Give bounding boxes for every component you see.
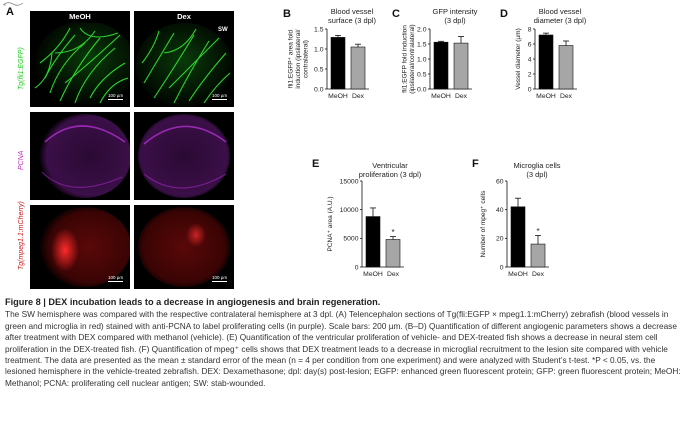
panel-letter-d: D: [500, 8, 508, 20]
chart-title-c: GFP intensity: [433, 7, 478, 16]
y-axis-label-c: (ipsilateral/contralateral): [409, 24, 416, 93]
chart-title-e: Ventricular: [372, 161, 408, 170]
y-tick-label-b: 1.0: [314, 46, 324, 53]
chart-title-e: proliferation (3 dpl): [359, 170, 422, 179]
y-axis-label-f: Number of mpeg⁺ cells: [480, 190, 487, 257]
y-axis-label-b: induction (ipsilateral/: [295, 29, 302, 88]
y-tick-label-e: 5000: [343, 236, 358, 243]
x-tick-label-e: Dex: [387, 271, 400, 278]
y-tick-label-b: 1.5: [314, 26, 324, 33]
y-tick-label-c: 0.5: [417, 71, 427, 78]
y-tick-label-d: 2: [528, 71, 532, 78]
chart-title-c: (3 dpl): [444, 16, 466, 25]
x-tick-label-f: Dex: [532, 271, 545, 278]
scale-text: 100 µm: [212, 275, 228, 280]
chart-title-b: surface (3 dpl): [328, 16, 376, 25]
chart-title-d: diameter (3 dpl): [534, 16, 587, 25]
panel-letter-b: B: [283, 8, 291, 20]
bar-d-dex: [558, 45, 574, 90]
chart-title-b: Blood vessel: [331, 7, 374, 16]
y-tick-label-d: 8: [528, 26, 532, 33]
y-tick-label-d: 4: [528, 56, 532, 63]
x-tick-label-c: MeOH: [431, 93, 451, 100]
bar-e-dex: [385, 239, 401, 268]
y-tick-label-f: 40: [496, 207, 504, 214]
y-tick-label-c: 1.5: [417, 41, 427, 48]
x-tick-label-d: Dex: [560, 93, 573, 100]
y-tick-label-c: 1.0: [417, 56, 427, 63]
y-tick-label-d: 6: [528, 41, 532, 48]
y-tick-label-b: 0.0: [314, 86, 324, 93]
chart-title-f: Microglia cells: [513, 161, 560, 170]
micrograph-egfp-dex: SW 100 µm: [134, 23, 234, 107]
y-axis-label-c: fli1:EGFP fold induction: [401, 25, 408, 93]
scale-text: 100 µm: [108, 275, 124, 280]
panel-letter-a: A: [6, 6, 14, 18]
y-tick-label-b: 0.5: [314, 66, 324, 73]
significance-star-f: *: [536, 227, 539, 236]
y-tick-label-c: 0.0: [417, 86, 427, 93]
caption-title: Figure 8 | DEX incubation leads to a dec…: [5, 297, 381, 307]
x-tick-label-b: Dex: [352, 93, 365, 100]
y-tick-label-c: 2.0: [417, 26, 427, 33]
chart-title-d: Blood vessel: [539, 7, 582, 16]
bar-f-dex: [530, 243, 546, 268]
figure-caption: Figure 8 | DEX incubation leads to a dec…: [5, 297, 685, 389]
bar-c-dex: [453, 42, 469, 90]
micrograph-pcna-meoh: [30, 112, 130, 200]
bar-b-meoh: [330, 37, 346, 90]
bar-f-meoh: [510, 206, 526, 268]
journal-logo: [2, 2, 24, 6]
y-axis-label-b: fli1:EGFP⁺ area fold: [288, 29, 295, 88]
scale-bar: [212, 281, 227, 282]
y-tick-label-f: 0: [500, 264, 504, 271]
significance-star-e: *: [391, 228, 394, 237]
y-tick-label-f: 20: [496, 236, 504, 243]
col-header-dex: Dex: [134, 11, 234, 23]
y-tick-label-f: 60: [496, 178, 504, 185]
sw-label: SW: [218, 27, 228, 33]
micrograph-mcherry-dex: 100 µm: [134, 205, 234, 289]
scale-bar: [108, 99, 123, 100]
scale-text: 100 µm: [212, 93, 228, 98]
x-tick-label-c: Dex: [455, 93, 468, 100]
bar-c-meoh: [433, 41, 449, 90]
scale-text: 100 µm: [108, 93, 124, 98]
y-tick-label-e: 10000: [340, 207, 359, 214]
bar-e-meoh: [365, 216, 381, 268]
x-tick-label-e: MeOH: [363, 271, 383, 278]
y-tick-label-d: 0: [528, 86, 532, 93]
micrograph-pcna-dex: [134, 112, 234, 200]
panel-letter-f: F: [472, 158, 479, 170]
y-axis-label-d: Vessel diameter (µm): [515, 28, 522, 90]
x-tick-label-d: MeOH: [536, 93, 556, 100]
caption-body: The SW hemisphere was compared with the …: [5, 309, 681, 388]
y-axis-label-e: PCNA⁺ area (A.U.): [327, 196, 334, 251]
bar-b-dex: [350, 46, 366, 90]
panel-letter-e: E: [312, 158, 319, 170]
y-tick-label-e: 0: [355, 264, 359, 271]
chart-title-f: (3 dpl): [526, 170, 548, 179]
scale-bar: [108, 281, 123, 282]
y-tick-label-e: 15000: [340, 178, 359, 185]
x-tick-label-b: MeOH: [328, 93, 348, 100]
scale-bar: [212, 99, 227, 100]
bar-d-meoh: [538, 34, 554, 90]
micrograph-egfp-meoh: 100 µm: [30, 23, 130, 107]
panel-letter-c: C: [392, 8, 400, 20]
x-tick-label-f: MeOH: [508, 271, 528, 278]
y-axis-label-b: contralateral): [303, 40, 310, 78]
micrograph-mcherry-meoh: 100 µm: [30, 205, 130, 289]
